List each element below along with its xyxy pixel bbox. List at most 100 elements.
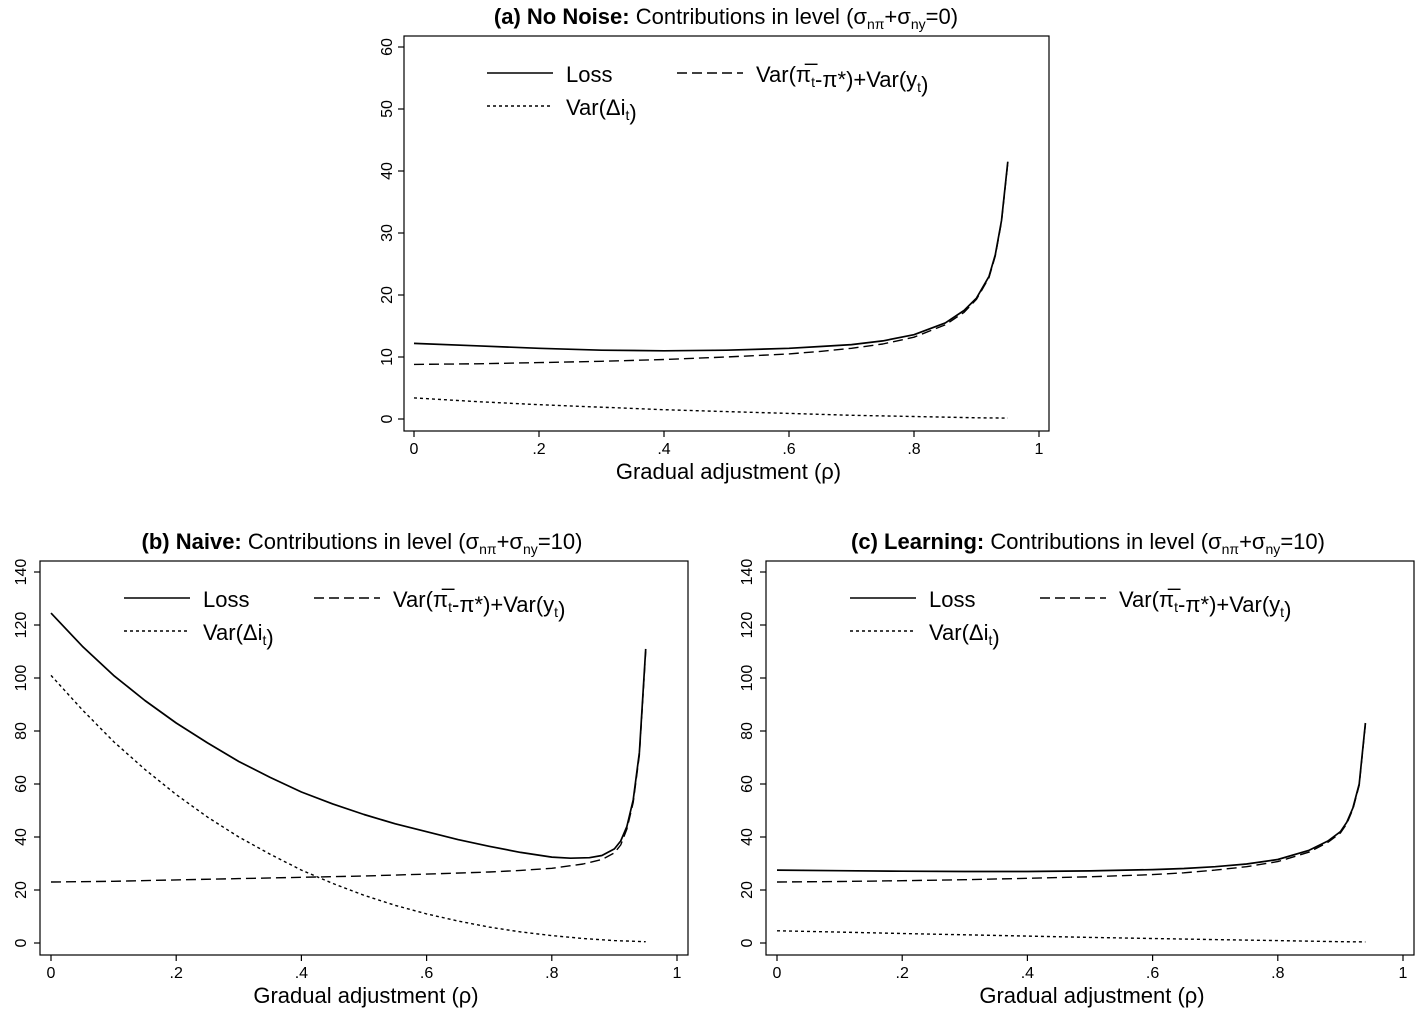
x-tick-label: .8 (907, 441, 920, 458)
x-tick-label: 1 (1399, 965, 1408, 982)
chart-title-rest: Contributions in level (242, 529, 458, 554)
chart-title-bold: (c) Learning: (851, 529, 984, 554)
plot-frame (39, 560, 689, 956)
x-tick-label: .2 (896, 965, 909, 982)
chart-title-rest: Contributions in level (630, 4, 846, 29)
title-param: +σ (884, 4, 911, 29)
x-tick-label: .4 (1021, 965, 1034, 982)
x-tick-label: .8 (1271, 965, 1284, 982)
series-line-dashed (776, 724, 1367, 883)
legend-subscript: t (554, 604, 558, 620)
y-tick-label: 100 (13, 665, 30, 692)
panel-a: (a) No Noise: Contributions in level (σn… (379, 4, 1050, 484)
legend-text: ) (992, 625, 999, 650)
title-param: +σ (497, 529, 524, 554)
x-tick-label: .4 (295, 965, 308, 982)
series-line-dotted (50, 674, 646, 943)
series-line-solid (413, 161, 1009, 352)
legend-label: Var(Δit) (566, 95, 637, 125)
y-tick-label: 50 (379, 100, 396, 118)
x-tick-label: 1 (673, 965, 682, 982)
legend-text: Var(π̅ (393, 587, 455, 612)
x-axis-label: Gradual adjustment (ρ) (616, 459, 841, 484)
title-subscript: nπ (479, 541, 497, 557)
y-tick-label: 20 (379, 286, 396, 304)
y-tick-label: 100 (739, 665, 756, 692)
title-param: =0) (926, 4, 958, 29)
title-param: (σ (846, 4, 867, 29)
x-tick-label: .4 (657, 441, 670, 458)
legend-text: Var(Δi (203, 620, 263, 645)
y-tick-label: 0 (13, 938, 30, 947)
x-tick-label: 0 (410, 441, 419, 458)
chart-title: (a) No Noise: Contributions in level (σn… (494, 4, 958, 32)
series-line-dashed (413, 162, 1009, 366)
y-tick-label: 140 (739, 559, 756, 586)
legend-label: Var(Δit) (203, 620, 274, 650)
series-line-dashed (50, 651, 647, 883)
series-line-dotted (776, 930, 1366, 943)
y-tick-label: 40 (13, 828, 30, 846)
title-subscript: ny (523, 541, 538, 557)
legend-text: -π*)+Var(y (815, 67, 917, 92)
legend-text: Var(π̅ (756, 62, 818, 87)
title-param: (σ (458, 529, 479, 554)
panel-c: (c) Learning: Contributions in level (σn… (739, 529, 1415, 1008)
x-tick-label: .2 (532, 441, 545, 458)
legend-label: Var(π̅t-π*)+Var(yt) (756, 62, 928, 97)
legend-text: Var(Δi (566, 95, 626, 120)
title-param: (σ (1201, 529, 1222, 554)
x-tick-label: .8 (545, 965, 558, 982)
legend-text: ) (1284, 597, 1291, 622)
x-tick-label: .6 (420, 965, 433, 982)
x-tick-label: 0 (773, 965, 782, 982)
plot-frame (403, 35, 1050, 432)
x-tick-label: .2 (170, 965, 183, 982)
legend-text: ) (921, 72, 928, 97)
y-tick-label: 80 (739, 722, 756, 740)
y-tick-label: 120 (739, 612, 756, 639)
legend-subscript: t (263, 632, 267, 648)
legend-subscript: t (1174, 599, 1178, 615)
legend-text: ) (629, 100, 636, 125)
legend-text: -π*)+Var(y (1178, 592, 1280, 617)
y-tick-label: 0 (739, 938, 756, 947)
legend-text: Var(π̅ (1119, 587, 1181, 612)
legend-subscript: t (989, 632, 993, 648)
chart-title-bold: (a) No Noise: (494, 4, 630, 29)
y-tick-label: 30 (379, 224, 396, 242)
legend-label: Loss (566, 62, 612, 87)
chart-title-bold: (b) Naive: (142, 529, 242, 554)
title-param: =10) (538, 529, 583, 554)
x-tick-label: 1 (1035, 441, 1044, 458)
y-tick-label: 60 (13, 775, 30, 793)
y-tick-label: 80 (13, 722, 30, 740)
legend-text: Var(Δi (929, 620, 989, 645)
chart-title: (c) Learning: Contributions in level (σn… (851, 529, 1325, 557)
y-tick-label: 40 (379, 162, 396, 180)
title-param: +σ (1239, 529, 1266, 554)
legend-label: Var(Δit) (929, 620, 1000, 650)
legend-subscript: t (1280, 604, 1284, 620)
x-tick-label: 0 (47, 965, 56, 982)
legend-label: Loss (929, 587, 975, 612)
legend-label: Loss (203, 587, 249, 612)
x-tick-label: .6 (1146, 965, 1159, 982)
y-tick-label: 20 (739, 881, 756, 899)
series-line-dotted (413, 397, 1008, 419)
title-subscript: nπ (1222, 541, 1240, 557)
title-subscript: nπ (867, 16, 885, 32)
title-param: =10) (1280, 529, 1325, 554)
legend-subscript: t (811, 74, 815, 90)
legend-text: ) (266, 625, 273, 650)
title-subscript: ny (1266, 541, 1281, 557)
y-tick-label: 120 (13, 612, 30, 639)
chart-title-rest: Contributions in level (984, 529, 1200, 554)
legend-subscript: t (626, 107, 630, 123)
y-tick-label: 60 (739, 775, 756, 793)
y-tick-label: 140 (13, 559, 30, 586)
y-tick-label: 20 (13, 881, 30, 899)
legend-label: Var(π̅t-π*)+Var(yt) (393, 587, 565, 622)
plot-frame (765, 560, 1415, 956)
